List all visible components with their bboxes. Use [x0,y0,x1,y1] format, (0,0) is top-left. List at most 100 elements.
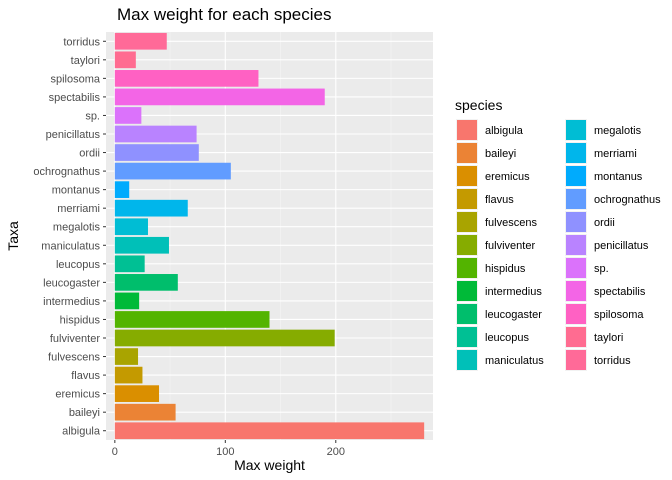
legend-swatch [457,350,477,370]
bar-albigula [114,422,425,440]
y-tick-label: maniculatus [41,240,100,252]
legend-label: maniculatus [485,355,544,367]
bar-leucopus [114,255,145,273]
y-tick-label: eremicus [55,389,100,401]
y-tick-label: ochrognathus [33,166,100,178]
legend-swatch [566,143,586,163]
bar-merriami [114,199,188,217]
legend-label: leucogaster [485,309,542,321]
bar-sp [114,107,142,124]
legend-swatch [457,281,477,301]
y-tick-label: sp. [85,110,100,122]
legend-label: hispidus [485,263,526,275]
y-tick-label: leucogaster [43,277,100,289]
legend-swatch [566,350,586,370]
grid-lines [106,32,433,440]
y-axis-title: Taxa [5,221,21,251]
bar-eremicus [114,385,160,402]
legend-label: albigula [485,125,524,137]
y-tick-label: hispidus [60,314,101,326]
legend-swatch [566,189,586,209]
y-tick-label: taylori [71,55,100,67]
y-tick-label: penicillatus [46,129,101,141]
y-tick-label: leucopus [56,259,101,271]
bar-penicillatus [114,125,197,143]
y-tick-label: montanus [52,185,101,197]
legend-swatch [457,212,477,232]
legend-swatch [457,120,477,140]
legend-label: fulviventer [485,240,535,252]
legend-label: flavus [485,194,514,206]
bar-baileyi [114,403,176,421]
bar-fulviventer [114,329,335,347]
bar-ochrognathus [114,162,231,180]
legend-label: taylori [594,332,623,344]
legend-swatch [457,327,477,347]
y-axis-ticks: albigula baileyi eremicus flavus fulvescens f… [33,36,106,438]
bar-flavus [114,366,143,384]
y-tick-label: spilosoma [50,73,100,85]
y-tick-label: spectabilis [49,92,101,104]
legend-swatch [457,143,477,163]
y-tick-label: fulvescens [48,352,100,364]
bar-maniculatus [114,236,169,254]
bar-hispidus [114,311,270,328]
legend-swatch [566,258,586,278]
y-tick-label: merriami [57,203,100,215]
legend-label: intermedius [485,286,542,298]
legend-label: penicillatus [594,240,649,252]
legend-label: sp. [594,263,609,275]
bar-fulvescens [114,348,139,365]
legend-label: leucopus [485,332,530,344]
legend-label: spectabilis [594,286,646,298]
bar-megalotis [114,218,148,236]
legend-label: ochrognathus [594,194,661,206]
x-tick-label: 100 [216,446,234,458]
x-axis-title: Max weight [234,457,305,473]
legend-swatch [457,235,477,255]
x-tick-label: 0 [112,446,118,458]
legend-swatch [566,166,586,186]
bar-torridus [114,32,167,50]
legend-swatch [566,120,586,140]
legend-title: species [455,97,502,113]
legend-swatch [566,212,586,232]
bar-ordii [114,144,199,161]
legend-label: fulvescens [485,217,537,229]
chart-title: Max weight for each species [117,5,332,24]
y-tick-label: fulviventer [50,333,100,345]
legend-label: baileyi [485,148,516,160]
y-tick-label: flavus [71,370,100,382]
y-tick-label: intermedius [43,296,100,308]
legend-swatch [457,258,477,278]
legend: species albigula baileyi eremicus flavus ful… [455,97,661,371]
bar-montanus [114,181,130,198]
legend-label: spilosoma [594,309,644,321]
legend-swatch [566,304,586,324]
y-tick-label: megalotis [53,222,101,234]
y-tick-label: torridus [63,36,100,48]
bar-taylori [114,51,136,69]
legend-swatch [457,166,477,186]
legend-swatch [457,304,477,324]
legend-label: merriami [594,148,637,160]
legend-swatch [566,281,586,301]
legend-label: ordii [594,217,615,229]
bar-leucogaster [114,274,178,291]
bar-spilosoma [114,70,259,87]
legend-label: montanus [594,171,643,183]
bar-intermedius [114,292,140,310]
x-axis-ticks: 0 100 200 [112,440,345,458]
y-tick-label: baileyi [69,407,100,419]
legend-label: torridus [594,355,631,367]
legend-label: eremicus [485,171,530,183]
x-tick-label: 200 [327,446,345,458]
y-tick-label: ordii [79,148,100,160]
y-tick-label: albigula [62,426,101,438]
legend-swatch [566,327,586,347]
bar-spectabilis [114,88,325,106]
legend-label: megalotis [594,125,642,137]
legend-swatch [457,189,477,209]
legend-swatch [566,235,586,255]
